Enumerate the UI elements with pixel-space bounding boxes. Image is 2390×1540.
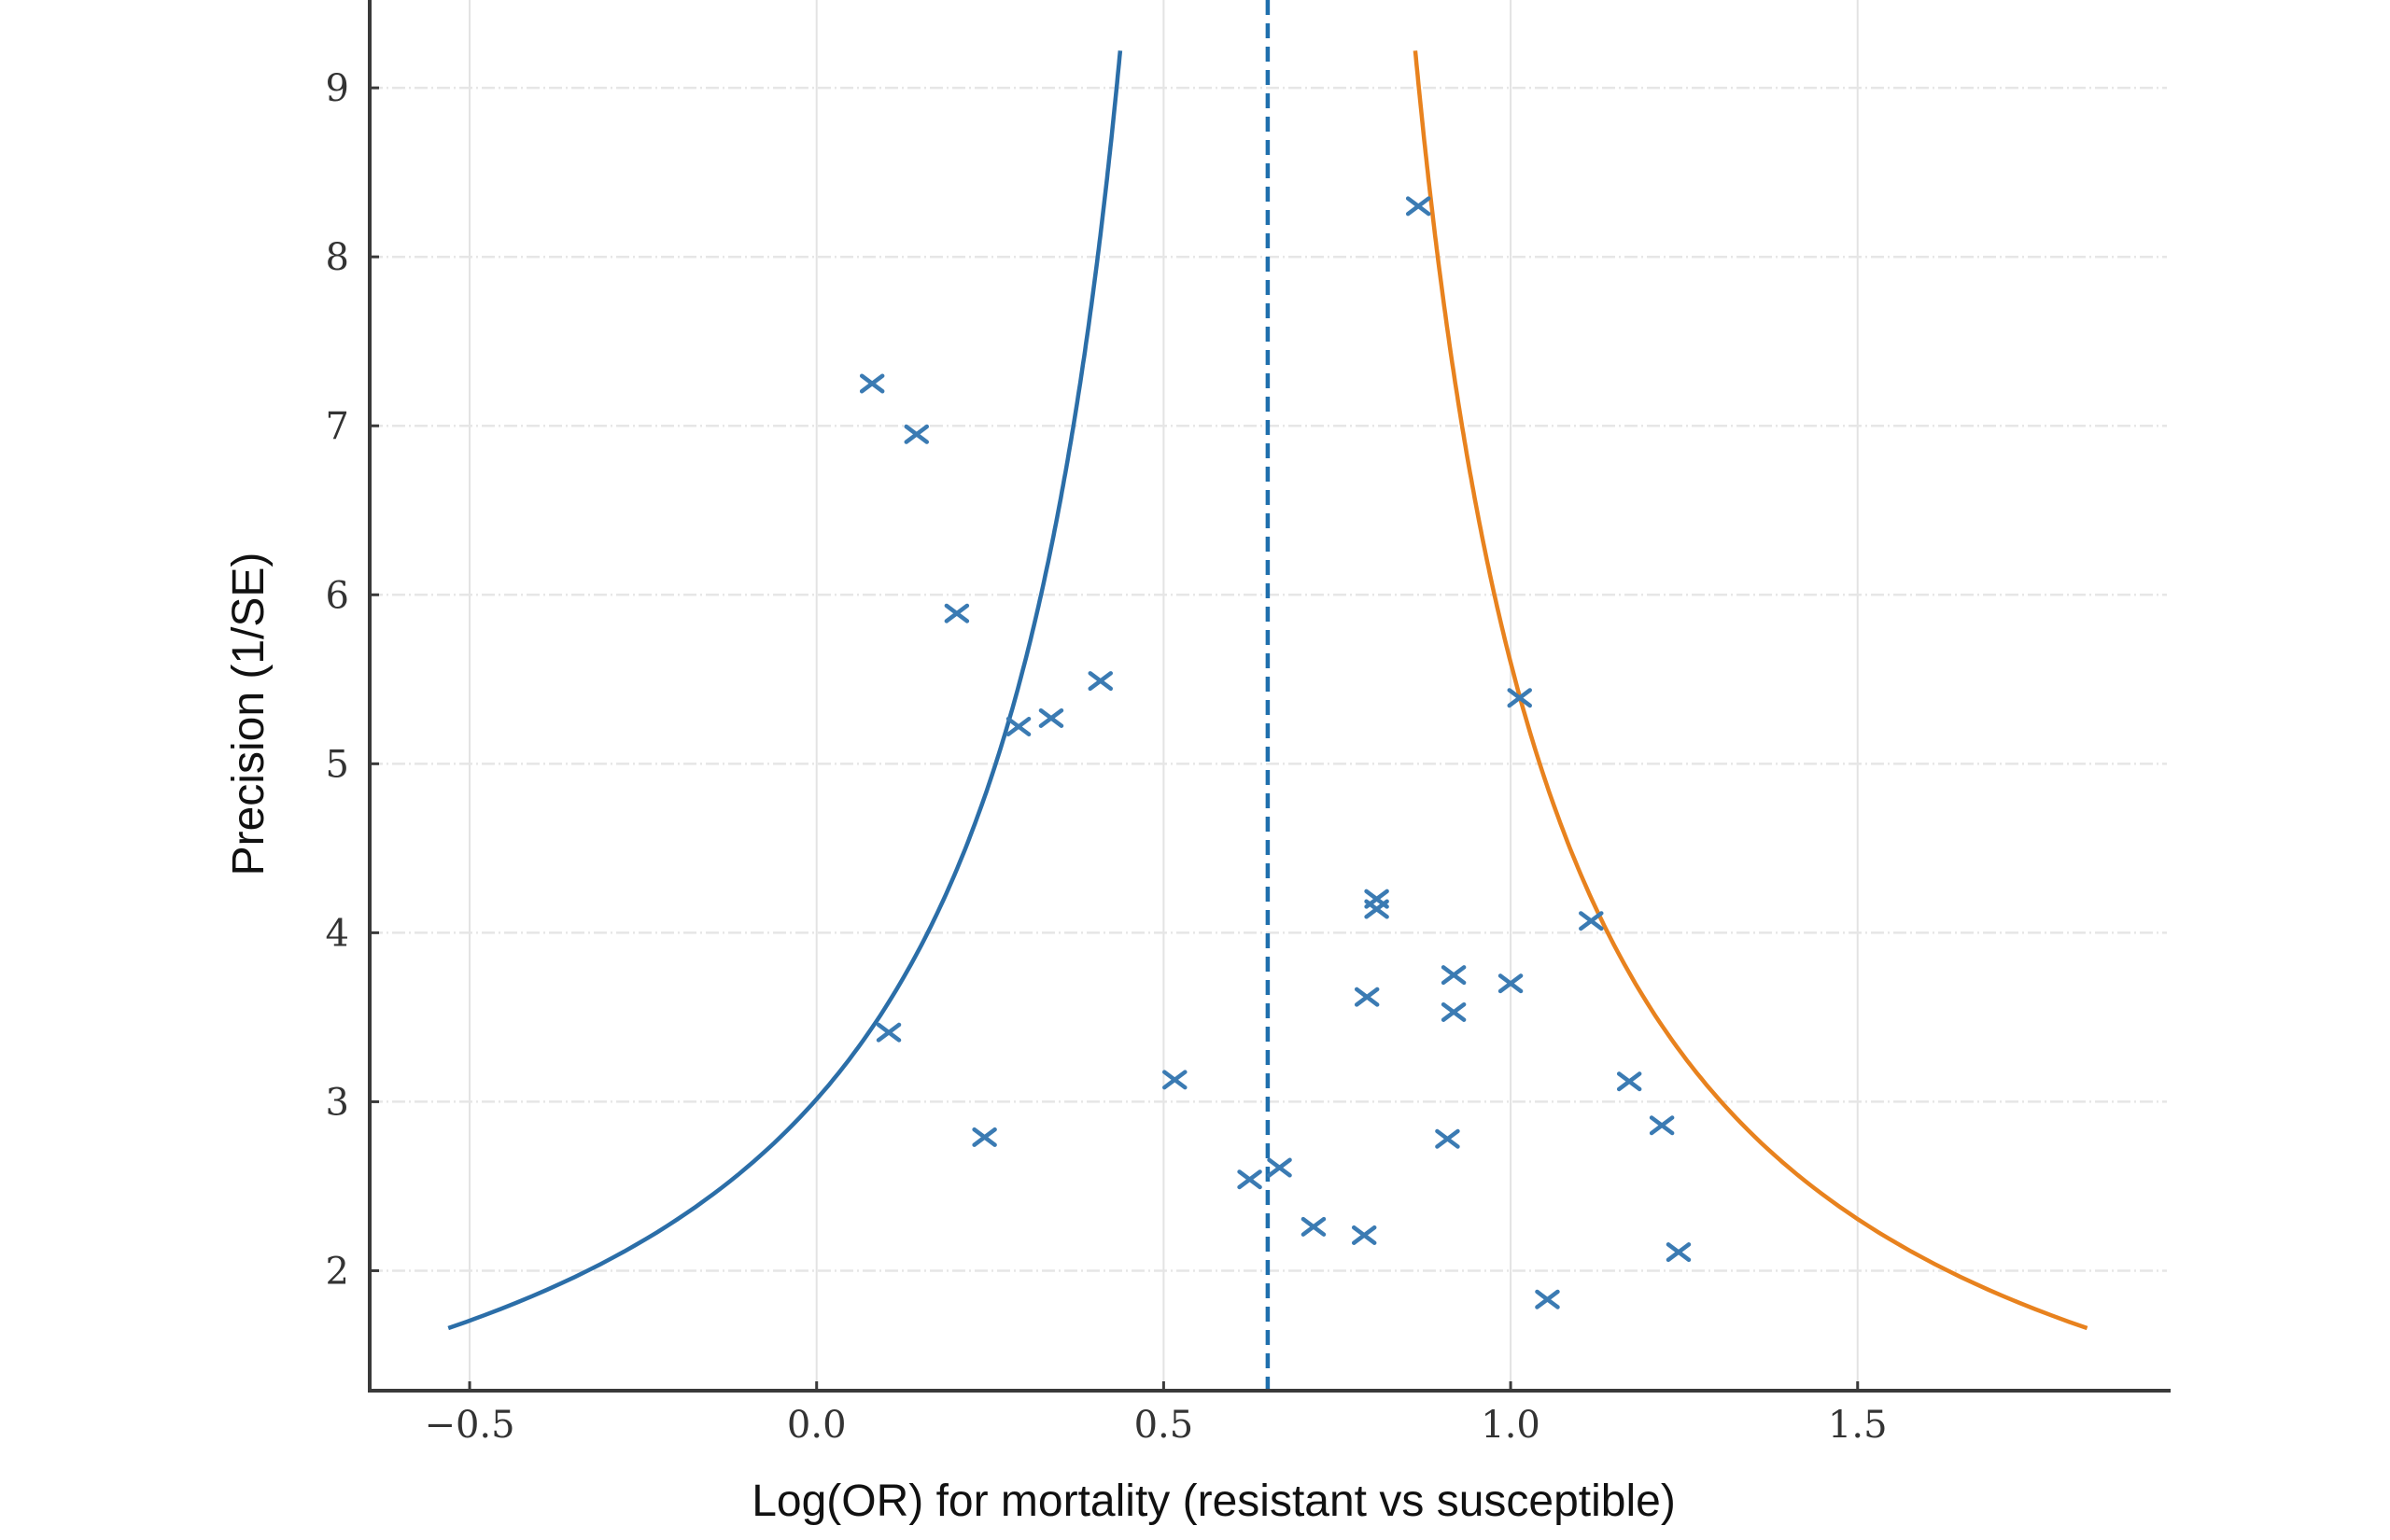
study-point-marker [1088,671,1114,692]
y-axis-title: Precision (1/SE) [224,553,274,876]
marker-stroke [1405,196,1431,217]
x-ticks: −0.5 0.0 0.5 1.0 1.5 [424,1381,1888,1447]
study-point-marker [1267,1157,1292,1178]
study-point-marker [1616,1071,1642,1092]
study-point-marker [972,1127,997,1147]
study-point-marker [859,373,885,394]
study-point-marker [1351,1225,1377,1245]
axes [368,0,2171,1393]
upper-funnel-bound-curve [1413,50,2088,1331]
marker-stroke [944,603,970,623]
study-point-marker [1535,1289,1560,1309]
marker-stroke [1005,716,1032,736]
y-tick-label: 5 [326,743,349,786]
marker-stroke [1038,707,1064,728]
y-tick-label: 7 [326,405,349,448]
study-point-marker [1435,1128,1460,1149]
marker-stroke [1300,1216,1327,1237]
study-point-marker [1300,1216,1327,1237]
study-point-marker [1364,899,1389,919]
x-tick-label: 0.5 [1134,1404,1194,1447]
y-tick-label: 9 [326,67,349,110]
marker-stroke [1666,1242,1692,1263]
lower-funnel-bound-curve [447,50,1123,1331]
study-point-marker [904,424,930,444]
marker-stroke [904,424,930,444]
grid [370,0,2167,1391]
study-point-marker [876,1022,902,1043]
study-point-marker [1005,716,1032,736]
marker-stroke [876,1022,902,1043]
study-point-marker [1237,1169,1262,1190]
study-point-marker [1649,1115,1675,1136]
study-point-marker [944,603,970,623]
x-tick-label: 0.0 [787,1404,847,1447]
marker-stroke [1616,1071,1642,1092]
x-tick-label: 1.5 [1828,1404,1888,1447]
marker-stroke [1237,1169,1262,1190]
study-point-marker [1441,1001,1467,1022]
marker-stroke [1649,1115,1675,1136]
study-point-marker [1507,688,1532,708]
marker-stroke [1579,911,1604,931]
x-tick-label: 1.0 [1481,1404,1540,1447]
study-point-marker [1666,1242,1692,1263]
y-tick-label: 3 [326,1081,349,1124]
marker-stroke [1535,1289,1560,1309]
study-point-marker [1441,965,1467,986]
marker-stroke [1354,987,1380,1007]
study-points [859,196,1692,1309]
marker-stroke [1435,1128,1460,1149]
study-point-marker [1497,973,1524,994]
study-point-marker [1579,911,1604,931]
y-tick-label: 4 [326,912,349,955]
funnel-bounds [447,50,2088,1331]
study-point-marker [1162,1070,1188,1090]
study-point-marker [1405,196,1431,217]
marker-stroke [1507,688,1532,708]
marker-stroke [1267,1157,1292,1178]
marker-stroke [1162,1070,1188,1090]
marker-stroke [1351,1225,1377,1245]
study-point-marker [1038,707,1064,728]
marker-stroke [1441,965,1467,986]
x-tick-label: −0.5 [424,1404,514,1447]
marker-stroke [1364,899,1389,919]
marker-stroke [1497,973,1524,994]
y-tick-label: 8 [326,236,349,279]
marker-stroke [859,373,885,394]
y-tick-label: 2 [326,1250,349,1293]
marker-stroke [1441,1001,1467,1022]
y-ticks: 2 3 4 5 6 7 8 9 [326,67,379,1293]
x-axis-title: Log(OR) for mortality (resistant vs susc… [752,1477,1676,1526]
marker-stroke [972,1127,997,1147]
marker-stroke [1088,671,1114,692]
y-tick-label: 6 [326,574,349,617]
study-point-marker [1354,987,1380,1007]
